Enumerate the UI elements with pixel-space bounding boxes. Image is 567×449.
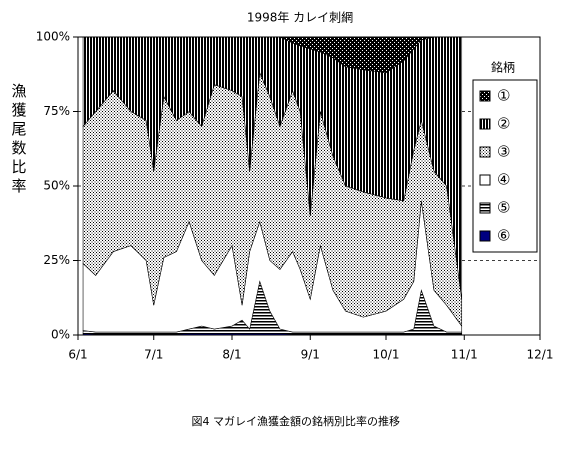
legend-swatch <box>479 174 491 186</box>
legend-label: ⑥ <box>497 227 510 245</box>
x-tick-label: 6/1 <box>68 348 87 362</box>
legend-label: ② <box>497 115 510 133</box>
legend-swatch <box>479 146 491 158</box>
y-tick-label: 25% <box>43 253 70 267</box>
y-tick-label: 100% <box>36 30 70 44</box>
plot-frame <box>77 36 541 336</box>
legend-label: ⑤ <box>497 199 510 217</box>
chart-title: 1998年 カレイ刺網 <box>247 11 353 25</box>
y-tick-label: 0% <box>51 328 70 342</box>
legend-title: 銘柄 <box>491 60 515 75</box>
legend-swatch <box>479 230 491 242</box>
y-tick-label: 75% <box>43 104 70 118</box>
x-tick-label: 7/1 <box>144 348 163 362</box>
legend-label: ① <box>497 87 510 105</box>
legend-box <box>472 79 538 253</box>
x-tick-label: 8/1 <box>222 348 241 362</box>
x-tick-label: 9/1 <box>301 348 320 362</box>
caption: 図4 マガレイ漁獲金額の銘柄別比率の推移 <box>192 414 401 428</box>
x-tick-label: 10/1 <box>373 348 400 362</box>
legend-label: ③ <box>497 143 510 161</box>
legend-swatch <box>479 118 491 130</box>
x-tick-label: 11/1 <box>451 348 478 362</box>
y-axis-label: 漁獲尾数比率 <box>10 83 28 197</box>
y-tick-label: 50% <box>43 179 70 193</box>
legend-label: ④ <box>497 171 510 189</box>
legend-swatch <box>479 202 491 214</box>
legend-swatch <box>479 90 491 102</box>
x-tick-label: 12/1 <box>527 348 554 362</box>
